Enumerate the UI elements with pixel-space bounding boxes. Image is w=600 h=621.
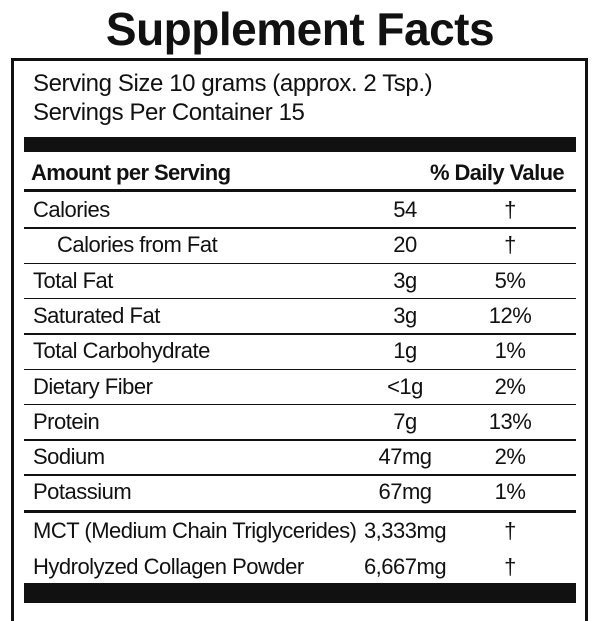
nutrient-name: Total Carbohydrate bbox=[33, 338, 210, 364]
daily-value: 12% bbox=[488, 302, 532, 328]
daily-value: 2% bbox=[494, 373, 526, 399]
amount: 3,333mg bbox=[363, 517, 447, 543]
serving-size: Serving Size 10 grams (approx. 2 Tsp.) bbox=[33, 70, 433, 97]
thick-rule bbox=[24, 583, 576, 603]
amount: 1g bbox=[393, 338, 417, 364]
daily-value: † bbox=[504, 553, 516, 579]
daily-value: 1% bbox=[494, 338, 526, 364]
row-rule bbox=[24, 403, 576, 406]
nutrient-name: Saturated Fat bbox=[33, 302, 160, 328]
row-rule bbox=[24, 297, 576, 300]
daily-value: 1% bbox=[494, 479, 526, 505]
nutrient-name: Sodium bbox=[33, 444, 105, 470]
nutrient-name: Hydrolyzed Collagen Powder bbox=[33, 553, 304, 579]
nutrient-name: MCT (Medium Chain Triglycerides) bbox=[33, 517, 357, 543]
row-rule bbox=[24, 439, 576, 441]
nutrient-name: Calories from Fat bbox=[57, 232, 218, 258]
nutrient-name: Protein bbox=[33, 408, 100, 434]
servings-per-container: Servings Per Container 15 bbox=[33, 99, 305, 126]
amount: 20 bbox=[393, 232, 417, 258]
daily-value: † bbox=[504, 197, 516, 222]
nutrient-name: Calories bbox=[33, 197, 110, 222]
amount: 54 bbox=[393, 197, 417, 222]
nutrient-name: Total Fat bbox=[33, 267, 113, 293]
daily-value: † bbox=[504, 517, 516, 543]
page: Supplement Facts Serving Size 10 grams (… bbox=[11, 3, 588, 621]
row-rule bbox=[24, 262, 576, 265]
amount: 67mg bbox=[378, 479, 432, 505]
rule bbox=[24, 189, 576, 192]
row-rule bbox=[24, 368, 576, 370]
daily-value: † bbox=[504, 232, 516, 258]
row-rule bbox=[24, 227, 576, 229]
row-rule bbox=[24, 333, 576, 335]
rule bbox=[24, 509, 576, 513]
title: Supplement Facts bbox=[105, 3, 495, 55]
daily-value: 5% bbox=[494, 267, 526, 293]
amount: 3g bbox=[393, 267, 417, 293]
row-rule bbox=[24, 474, 576, 476]
column-header: Amount per Serving bbox=[31, 160, 231, 185]
column-header: % Daily Value bbox=[430, 160, 565, 185]
facts-box bbox=[11, 58, 588, 621]
daily-value: 13% bbox=[488, 408, 532, 434]
amount: 6,667mg bbox=[363, 553, 447, 579]
amount: 47mg bbox=[378, 444, 432, 470]
daily-value: 2% bbox=[494, 444, 526, 470]
amount: 3g bbox=[393, 302, 417, 328]
nutrient-name: Dietary Fiber bbox=[33, 373, 153, 399]
thick-rule bbox=[24, 137, 576, 152]
nutrient-name: Potassium bbox=[33, 479, 132, 505]
amount: 7g bbox=[393, 408, 417, 434]
amount: <1g bbox=[387, 373, 423, 399]
